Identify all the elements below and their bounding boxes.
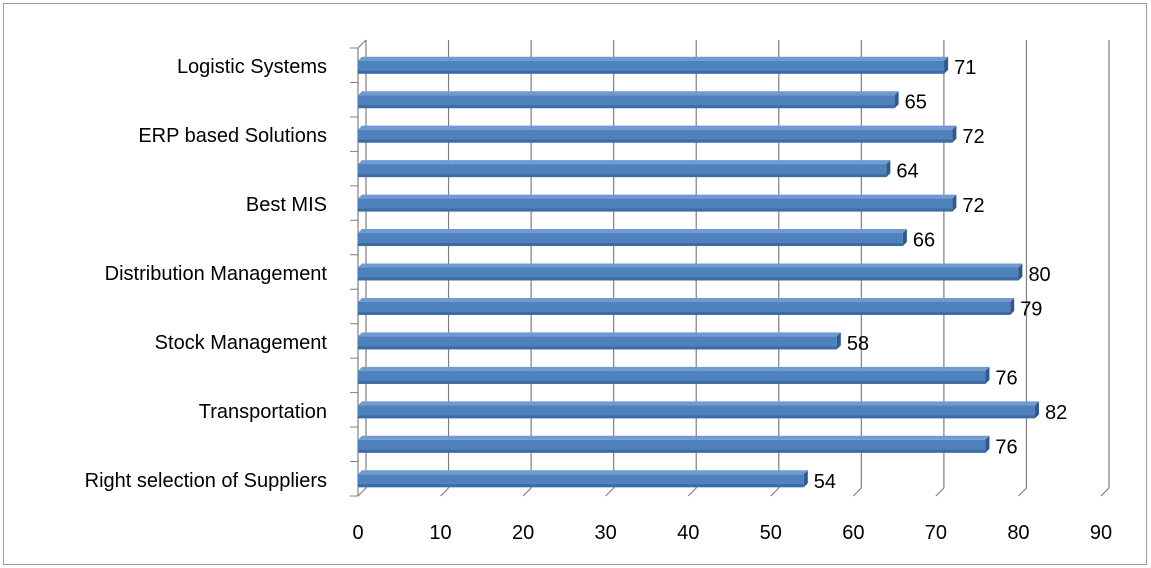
bar-top-face bbox=[358, 194, 957, 199]
bar-top-face bbox=[358, 401, 1039, 406]
bar bbox=[358, 439, 986, 453]
gridline-floor bbox=[687, 487, 697, 497]
bar-end-face bbox=[1034, 401, 1039, 419]
bar-top-face bbox=[358, 91, 899, 96]
data-label: 58 bbox=[847, 333, 869, 355]
x-tick-label: 70 bbox=[925, 522, 947, 544]
bar bbox=[358, 405, 1035, 419]
data-label: 66 bbox=[913, 230, 935, 252]
bar-top-face bbox=[358, 263, 1023, 268]
bar-shade bbox=[358, 174, 887, 178]
x-tick-label: 60 bbox=[842, 522, 864, 544]
bar-end-face bbox=[952, 125, 957, 143]
bar-end-face bbox=[803, 470, 808, 488]
bar bbox=[358, 370, 986, 384]
bar bbox=[358, 301, 1011, 315]
bar bbox=[358, 336, 837, 350]
gridline-floor bbox=[770, 487, 780, 497]
bar-shade bbox=[358, 139, 953, 143]
data-label: 79 bbox=[1020, 298, 1042, 320]
gridline-floor bbox=[357, 487, 367, 497]
bar-shade bbox=[358, 449, 986, 453]
gridline-floor bbox=[440, 487, 449, 497]
x-tick-label: 90 bbox=[1090, 522, 1112, 544]
bar-top-face bbox=[358, 366, 990, 371]
data-label: 82 bbox=[1045, 402, 1067, 424]
bar-shade bbox=[358, 484, 804, 488]
category-label: Right selection of Suppliers bbox=[85, 470, 327, 492]
bar-end-face bbox=[1010, 297, 1015, 315]
bars bbox=[358, 56, 1039, 488]
bar-shade bbox=[358, 243, 903, 247]
data-label: 54 bbox=[814, 471, 836, 493]
bar bbox=[358, 474, 804, 488]
bar-end-face bbox=[985, 366, 990, 384]
labels: 0 10 20 30 40 50 60 70 80 90 71 65 72 64 72 66 80 79 58 76 8… bbox=[85, 56, 1112, 544]
data-label: 71 bbox=[954, 57, 976, 79]
bar-end-face bbox=[952, 194, 957, 212]
bar-end-face bbox=[944, 56, 949, 74]
bar-top-face bbox=[358, 125, 957, 130]
bar-end-face bbox=[902, 229, 907, 247]
data-label: 80 bbox=[1028, 264, 1050, 286]
data-label: 72 bbox=[962, 126, 984, 148]
bar bbox=[358, 60, 945, 74]
gridline-floor bbox=[852, 487, 862, 497]
bar-top-face bbox=[358, 470, 808, 475]
bar-end-face bbox=[886, 160, 891, 178]
data-label: 72 bbox=[962, 195, 984, 217]
gridline-floor bbox=[522, 487, 532, 497]
bar-end-face bbox=[836, 332, 841, 350]
data-label: 76 bbox=[995, 436, 1017, 458]
bar bbox=[358, 164, 887, 178]
bar-top-face bbox=[358, 435, 990, 440]
bar bbox=[358, 95, 895, 109]
category-label: ERP based Solutions bbox=[138, 125, 327, 147]
bar-end-face bbox=[894, 91, 899, 109]
data-label: 76 bbox=[995, 367, 1017, 389]
bar-shade bbox=[358, 415, 1035, 419]
bar-shade bbox=[358, 208, 953, 212]
bar-shade bbox=[358, 277, 1019, 281]
category-label: Distribution Management bbox=[105, 263, 328, 285]
bar-top-face bbox=[358, 297, 1015, 302]
y-axis-wall-top bbox=[357, 39, 367, 49]
bar-shade bbox=[358, 105, 895, 109]
bar-shade bbox=[358, 311, 1011, 315]
x-tick-label: 20 bbox=[512, 522, 534, 544]
bar-top-face bbox=[358, 56, 949, 61]
bar-shade bbox=[358, 70, 945, 74]
bar bbox=[358, 267, 1019, 281]
bar-end-face bbox=[985, 435, 990, 453]
category-label: Logistic Systems bbox=[177, 56, 327, 78]
category-label: Transportation bbox=[199, 401, 327, 423]
x-tick-label: 50 bbox=[760, 522, 782, 544]
bar-shade bbox=[358, 380, 986, 384]
bar-top-face bbox=[358, 160, 891, 165]
category-label: Stock Management bbox=[155, 332, 328, 354]
bar bbox=[358, 129, 953, 143]
x-tick-label: 30 bbox=[595, 522, 617, 544]
gridline-floor bbox=[935, 487, 945, 497]
bar bbox=[358, 198, 953, 212]
bar-top-face bbox=[358, 332, 841, 337]
gridline-floor bbox=[605, 487, 615, 497]
data-label: 65 bbox=[905, 92, 927, 114]
x-tick-label: 80 bbox=[1007, 522, 1029, 544]
bar-top-face bbox=[358, 229, 907, 234]
bar-shade bbox=[358, 346, 837, 350]
gridline-floor bbox=[1100, 487, 1110, 497]
x-tick-label: 0 bbox=[352, 522, 363, 544]
category-label: Best MIS bbox=[246, 194, 327, 216]
x-tick-label: 10 bbox=[429, 522, 451, 544]
bar-end-face bbox=[1018, 263, 1023, 281]
bar bbox=[358, 233, 903, 247]
data-label: 64 bbox=[896, 161, 918, 183]
x-tick-label: 40 bbox=[677, 522, 699, 544]
gridline-floor bbox=[1018, 487, 1027, 497]
